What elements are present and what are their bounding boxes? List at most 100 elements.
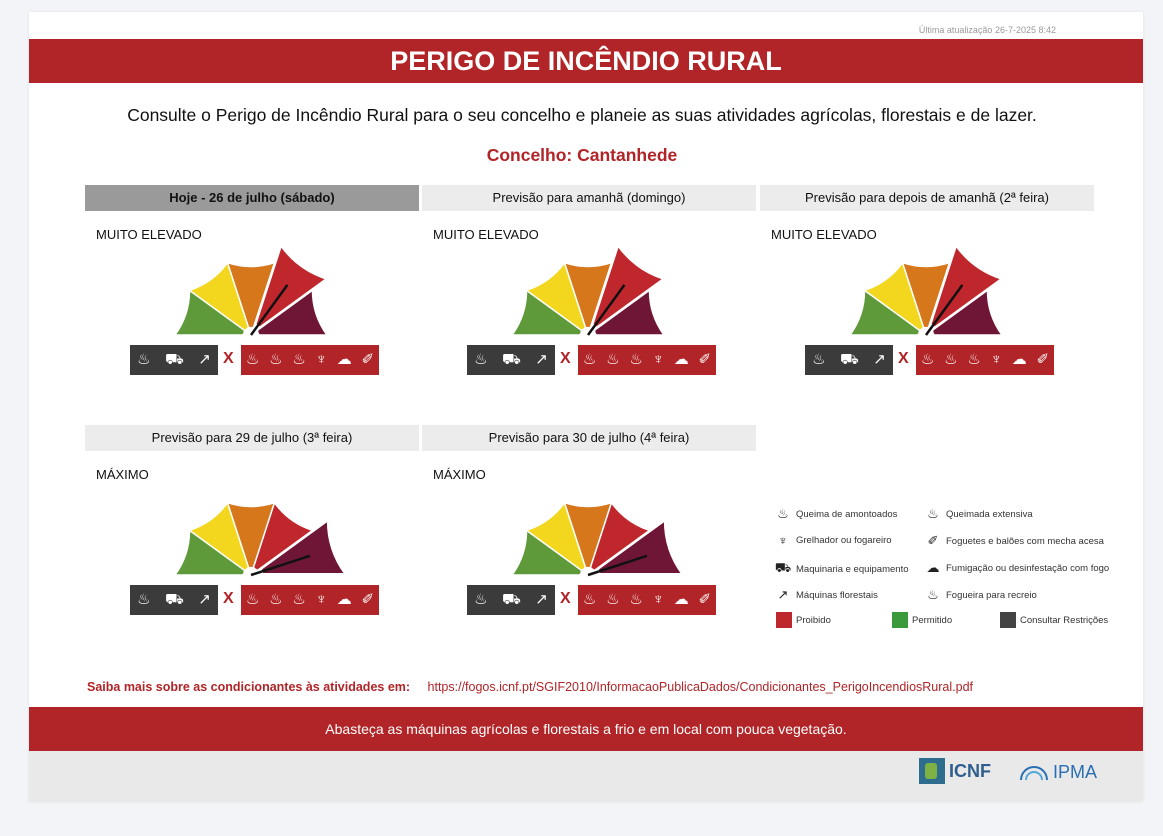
- forecast-header: Previsão para 30 de julho (4ª feira): [422, 425, 756, 451]
- activity-icons: ♨ ⛟ ↗ X ♨ ♨ ♨ ♆ ☁ ✐: [467, 585, 717, 615]
- activity-icons: ♨ ⛟ ↗ X ♨ ♨ ♨ ♆ ☁ ✐: [467, 345, 717, 375]
- legend-item: ♨ Queima de amontoados: [774, 506, 897, 522]
- forecast-panel: Hoje - 26 de julho (sábado) MUITO ELEVADO…: [85, 185, 419, 385]
- icnf-logo-text: ICNF: [949, 760, 991, 781]
- barbecue-icon: ♆: [652, 351, 664, 368]
- legend-item: ⛟ Maquinaria e equipamento: [774, 560, 909, 578]
- danger-level-label: MUITO ELEVADO: [433, 227, 539, 242]
- bonfire-icon: ♨: [292, 351, 306, 368]
- icnf-logo: ICNF: [919, 758, 991, 784]
- danger-gauge: [848, 244, 1004, 336]
- forecast-header: Hoje - 26 de julho (sábado): [85, 185, 419, 211]
- legend-item: ♆ Grelhador ou fogareiro: [774, 533, 892, 548]
- gauge-segment-5: [597, 519, 684, 575]
- gauge-needle: [587, 554, 648, 577]
- fireworks-icon: ✐: [361, 591, 375, 608]
- legend-label: Queimada extensiva: [946, 508, 1033, 520]
- forbidden-activities: ♨ ♨ ♨ ♆ ☁ ✐: [578, 585, 716, 615]
- gauge-segment-4: [929, 244, 1003, 328]
- fumigation-icon: ☁: [926, 560, 940, 575]
- danger-level-label: MÁXIMO: [433, 467, 486, 482]
- separator-x: X: [898, 350, 909, 367]
- pile-burning-icon: ♨: [269, 351, 283, 368]
- forbidden-activities: ♨ ♨ ♨ ♆ ☁ ✐: [241, 345, 379, 375]
- gauge-segment-3: [563, 261, 613, 329]
- concelho-label: Concelho: Cantanhede: [486, 145, 678, 165]
- gauge-segment-4: [589, 501, 652, 572]
- fireworks-icon: ✐: [698, 591, 712, 608]
- extensive-burning-icon: ♨: [920, 351, 935, 368]
- barbecue-icon: ♆: [315, 591, 327, 608]
- forestry-machines-icon: ↗: [535, 351, 548, 368]
- machinery-icon: ⛟: [501, 351, 521, 368]
- forestry-machines-icon: ↗: [777, 587, 789, 602]
- legend-item: ♨ Fogueira para recreio: [924, 587, 1037, 603]
- ipma-logo: IPMA: [1019, 762, 1097, 783]
- forecast-header: Previsão para depois de amanhã (2ª feira…: [760, 185, 1094, 211]
- forestry-machines-icon: ↗: [198, 351, 211, 368]
- fumigation-icon: ☁: [673, 591, 689, 608]
- pile-burning-icon: ♨: [474, 351, 488, 368]
- legend-label: Grelhador ou fogareiro: [796, 535, 892, 546]
- forestry-machines-icon: ↗: [198, 591, 211, 608]
- legend-item: ↗ Máquinas florestais: [774, 587, 878, 603]
- gauge-segment-5: [260, 519, 347, 575]
- legend-label: Fumigação ou desinfestação com fogo: [946, 562, 1110, 574]
- machinery-icon: ⛟: [164, 351, 184, 368]
- danger-gauge: [173, 244, 329, 336]
- intro-text: Consulte o Perigo de Incêndio Rural para…: [127, 105, 1037, 125]
- restrictions-swatch: [1000, 612, 1016, 628]
- extensive-burning-icon: ♨: [582, 351, 597, 368]
- allowed-swatch: [892, 612, 908, 628]
- forecast-header: Previsão para 29 de julho (3ª feira): [85, 425, 419, 451]
- gauge-needle: [924, 284, 964, 336]
- legend-status-restrictions: Consultar Restrições: [1000, 612, 1108, 628]
- barbecue-icon: ♆: [652, 591, 664, 608]
- fireworks-icon: ✐: [1036, 351, 1050, 368]
- allowed-activities: ♨ ⛟ ↗: [467, 585, 555, 615]
- legend-label: Proibido: [796, 614, 831, 626]
- separator-x: X: [560, 350, 571, 367]
- bonfire-icon: ♨: [629, 351, 643, 368]
- extensive-burning-icon: ♨: [245, 351, 260, 368]
- more-info-label: Saiba mais sobre as condicionantes às at…: [87, 680, 411, 694]
- footer-advice: Abasteça as máquinas agrícolas e florest…: [29, 707, 1143, 751]
- barbecue-icon: ♆: [990, 351, 1002, 368]
- bonfire-icon: ♨: [927, 587, 939, 602]
- pile-burning-icon: ♨: [474, 591, 488, 608]
- ipma-logo-text: IPMA: [1053, 762, 1098, 782]
- forecast-header: Previsão para amanhã (domingo): [422, 185, 756, 211]
- gauge-needle: [249, 284, 289, 336]
- danger-level-label: MUITO ELEVADO: [96, 227, 202, 242]
- danger-level-label: MUITO ELEVADO: [771, 227, 877, 242]
- legend-label: Foguetes e balões com mecha acesa: [946, 535, 1104, 547]
- barbecue-icon: ♆: [778, 533, 788, 548]
- legend-label: Máquinas florestais: [796, 589, 878, 601]
- danger-gauge: [510, 501, 684, 577]
- more-info: Saiba mais sobre as condicionantes às at…: [87, 680, 973, 694]
- legend-item: ✐ Foguetes e balões com mecha acesa: [924, 533, 1104, 549]
- bonfire-icon: ♨: [292, 591, 306, 608]
- barbecue-icon: ♆: [315, 351, 327, 368]
- gauge-needle: [586, 284, 626, 336]
- gauge-needle: [250, 554, 311, 577]
- danger-level-label: MÁXIMO: [96, 467, 149, 482]
- gauge-segment-5: [931, 288, 1004, 336]
- separator-x: X: [223, 590, 234, 607]
- allowed-activities: ♨ ⛟ ↗: [805, 345, 893, 375]
- bonfire-icon: ♨: [967, 351, 981, 368]
- pile-burning-icon: ♨: [137, 351, 151, 368]
- forestry-machines-icon: ↗: [535, 591, 548, 608]
- more-info-link[interactable]: https://fogos.icnf.pt/SGIF2010/Informaca…: [427, 680, 973, 694]
- danger-gauge: [510, 244, 666, 336]
- fireworks-icon: ✐: [698, 351, 712, 368]
- separator-x: X: [223, 350, 234, 367]
- legend-label: Consultar Restrições: [1020, 614, 1109, 626]
- forestry-machines-icon: ↗: [873, 351, 886, 368]
- gauge-segment-3: [901, 261, 951, 329]
- legend-label: Queima de amontoados: [796, 508, 898, 520]
- machinery-icon: ⛟: [839, 351, 859, 368]
- gauge-segment-4: [254, 244, 328, 328]
- fireworks-icon: ✐: [361, 351, 375, 368]
- allowed-activities: ♨ ⛟ ↗: [130, 585, 218, 615]
